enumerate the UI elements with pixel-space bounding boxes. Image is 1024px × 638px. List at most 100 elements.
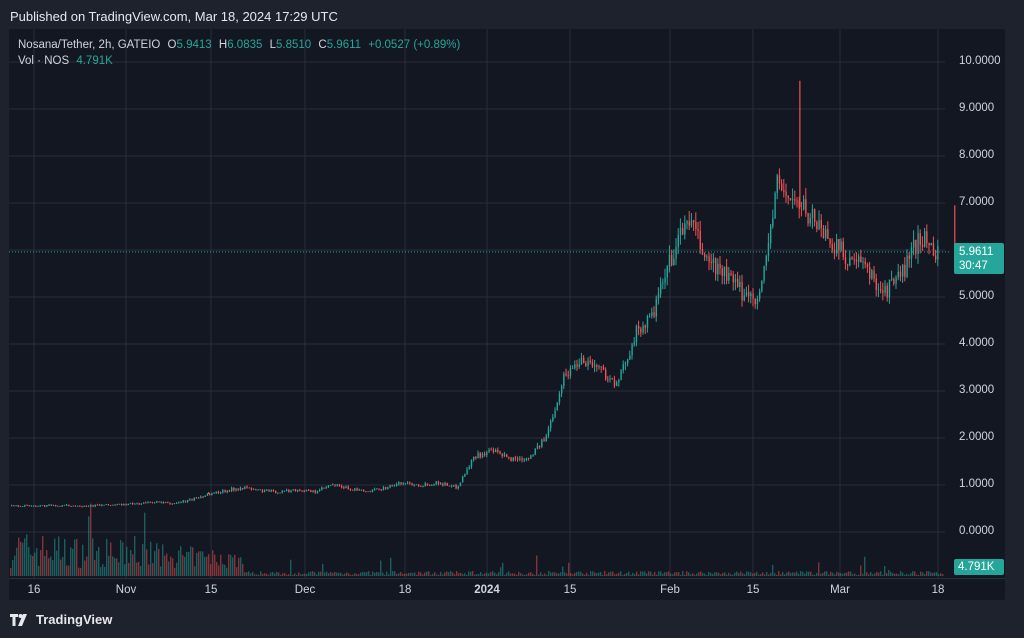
volume-bar [696, 573, 698, 576]
volume-bar [704, 573, 706, 576]
volume-bar [462, 574, 464, 576]
candle-body [59, 505, 61, 507]
candle-body [202, 496, 204, 498]
volume-bar [160, 566, 162, 576]
candle-body [937, 246, 939, 260]
candle-body [239, 488, 242, 490]
volume-bar [658, 571, 660, 576]
volume-bar [130, 549, 132, 576]
candle-body [910, 247, 913, 259]
candle-body [796, 200, 798, 202]
volume-bar [736, 571, 738, 576]
volume-bar [662, 573, 664, 576]
volume-bar [644, 571, 646, 576]
candle-body [886, 285, 888, 298]
candle-body [55, 505, 57, 507]
candle-body [629, 355, 631, 360]
volume-bar [466, 574, 468, 576]
volume-bar [756, 571, 758, 576]
candle-body [499, 451, 501, 454]
volume-bar [514, 573, 516, 576]
tradingview-logo[interactable]: TradingView [10, 612, 112, 627]
candle-body [147, 501, 149, 503]
volume-bar [550, 572, 552, 576]
candle-body [257, 489, 259, 491]
candle-body [921, 244, 924, 247]
candle-body [772, 218, 774, 227]
candle-body [44, 505, 46, 507]
volume-bar [56, 550, 58, 576]
candle-body [805, 199, 807, 214]
volume-bar [844, 572, 846, 576]
volume-bar [280, 574, 282, 576]
candle-body [387, 487, 389, 489]
candle-body [156, 501, 158, 503]
candle-body [255, 489, 257, 491]
volume-bar [292, 574, 294, 576]
candle-body [871, 270, 873, 279]
candle-body [259, 489, 261, 491]
volume-bar [100, 567, 102, 576]
candle-body [561, 385, 563, 394]
price-chart-canvas[interactable] [9, 29, 1005, 600]
volume-bar [586, 572, 588, 576]
volume-bar [148, 564, 150, 576]
volume-bar [880, 571, 882, 576]
volume-bar [232, 557, 234, 576]
volume-bar [442, 574, 444, 576]
candle-body [358, 489, 360, 491]
candle-body [756, 298, 759, 305]
candle-body [558, 393, 561, 403]
candle-body [759, 291, 761, 299]
symbol-title[interactable]: Nosana/Tether, 2h, GATEIO [18, 39, 161, 51]
candle-body [356, 488, 358, 491]
volume-label[interactable]: Vol · NOS [18, 55, 70, 67]
candle-body [479, 453, 481, 457]
volume-bar [860, 565, 862, 576]
candle-body [693, 220, 695, 223]
candle-body [409, 482, 411, 484]
candle-body [787, 196, 789, 199]
candle-body [851, 257, 853, 260]
volume-bar [224, 564, 226, 576]
candle-body [114, 504, 116, 506]
candle-body [517, 458, 519, 460]
volume-bar [680, 574, 682, 576]
candle-body [750, 293, 752, 296]
volume-bar [70, 547, 72, 576]
candle-body [752, 293, 754, 299]
candle-body [512, 457, 514, 462]
volume-bar [74, 539, 76, 576]
candle-body [477, 453, 479, 459]
change-value: +0.0527 (+0.89%) [368, 39, 461, 51]
candle-body [316, 490, 319, 493]
volume-bar [450, 571, 452, 576]
candle-body [607, 379, 609, 381]
candle-body [211, 493, 213, 496]
volume-bar [204, 556, 206, 576]
candle-body [61, 505, 63, 507]
volume-bar [252, 572, 254, 576]
volume-bar [802, 571, 804, 576]
candle-body [686, 221, 688, 224]
volume-bar [684, 574, 686, 576]
volume-bar [246, 572, 248, 576]
volume-bar [498, 571, 500, 576]
volume-bar [632, 572, 634, 576]
candle-body [224, 490, 226, 493]
volume-bar [270, 572, 272, 576]
volume-bar [492, 571, 494, 576]
chart-pane[interactable]: Nosana/Tether, 2h, GATEIO O5.9413 H6.083… [9, 29, 1005, 600]
volume-bar [382, 572, 384, 576]
volume-bar [260, 571, 262, 576]
volume-bar [504, 574, 506, 576]
volume-bar [448, 572, 450, 576]
candle-body [74, 505, 77, 507]
volume-bar [628, 571, 630, 576]
volume-bar [18, 537, 20, 576]
candle-body [431, 485, 433, 487]
candle-body [809, 217, 811, 224]
volume-bar [490, 572, 492, 576]
volume-bar [654, 572, 656, 576]
volume-bar [174, 567, 176, 576]
